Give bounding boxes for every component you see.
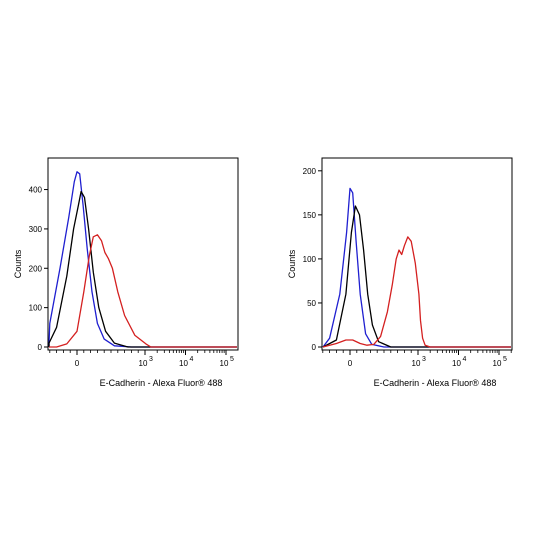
x-tick-exponent: 4 [463,356,467,363]
plot-frame [321,157,513,351]
x-tick-label: 10 [139,359,148,368]
x-tick-label: 10 [220,359,229,368]
y-tick-label: 200 [29,264,43,273]
y-tick-label: 200 [303,167,317,176]
y-tick-label: 50 [307,299,316,308]
x-tick-label: 10 [452,359,461,368]
y-tick-label: 0 [312,343,317,352]
x-tick-label: 0 [75,359,80,368]
y-tick-label: 300 [29,225,43,234]
x-tick-label: 10 [412,359,421,368]
histogram-curve-1 [48,171,237,348]
y-tick-label: 100 [29,304,43,313]
x-tick-exponent: 3 [149,356,153,363]
y-tick-label: 0 [38,343,43,352]
histogram-curve-3 [49,234,237,348]
y-tick-label: 100 [303,255,317,264]
x-tick-exponent: 5 [503,356,507,363]
x-axis-label: E-Cadherin - Alexa Fluor® 488 [100,378,223,388]
x-tick-exponent: 5 [230,356,234,363]
y-tick-label: 150 [303,211,317,220]
histogram-curve-2 [322,205,511,348]
histogram-curve-3 [322,236,511,348]
x-tick-label: 0 [348,359,353,368]
y-axis-label: Counts [287,249,297,278]
x-tick-label: 10 [493,359,502,368]
x-tick-label: 10 [179,359,188,368]
histogram-curve-2 [48,190,237,348]
plot-frame [47,157,239,351]
x-tick-exponent: 4 [190,356,194,363]
y-axis-label: Counts [13,249,23,278]
x-axis-label: E-Cadherin - Alexa Fluor® 488 [374,378,497,388]
y-tick-label: 400 [29,186,43,195]
x-tick-exponent: 3 [422,356,426,363]
histogram-curve-1 [322,187,511,348]
